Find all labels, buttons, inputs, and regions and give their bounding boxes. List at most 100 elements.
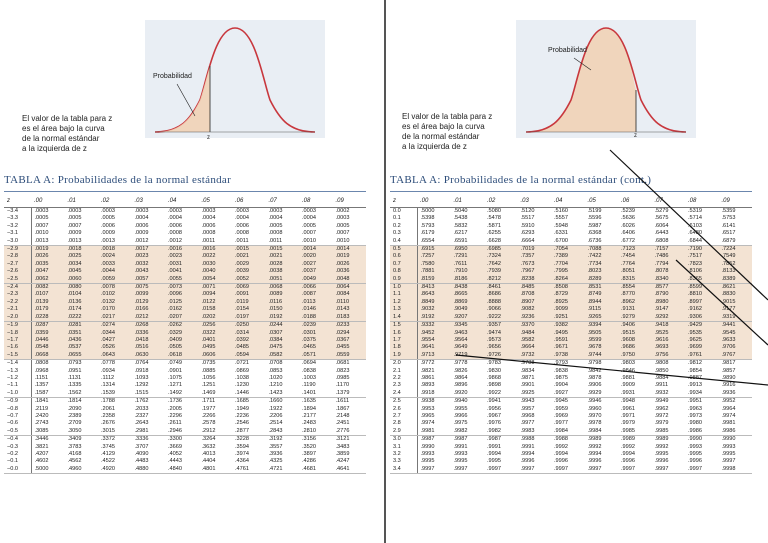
probability-cell: .0239 — [299, 321, 333, 330]
column-header: .05 — [198, 195, 232, 208]
probability-cell: .0329 — [165, 329, 199, 337]
z-table-negative: z .00.01.02.03.04.05.06.07.08.09 −3.4.000… — [4, 195, 366, 475]
probability-cell: .9997 — [651, 465, 685, 475]
probability-cell: .0004 — [302, 215, 316, 222]
probability-cell: .0244 — [265, 321, 299, 330]
z-value-cell: 2.6 — [390, 405, 418, 413]
probability-cell: .2266 — [201, 412, 216, 419]
probability-cell: .8962 — [618, 298, 652, 307]
probability-cell: .8106 — [685, 268, 719, 276]
probability-cell: .7224 — [718, 245, 752, 254]
probability-cell: .9984 — [551, 427, 585, 437]
probability-cell: .4840 — [165, 465, 199, 475]
probability-cell: .8461 — [484, 283, 518, 292]
probability-cell: .9963 — [688, 405, 702, 412]
probability-cell: .5199 — [587, 208, 602, 214]
probability-cell: .2061 — [101, 405, 115, 412]
column-header: .01 — [450, 195, 484, 208]
probability-cell: .0068 — [265, 283, 299, 292]
probability-cell: .9995 — [487, 458, 501, 465]
probability-cell: .6293 — [520, 230, 535, 237]
probability-cell: .9994 — [520, 451, 535, 457]
probability-cell: .6064 — [654, 222, 669, 229]
probability-cell: .0778 — [101, 360, 115, 367]
probability-cell: .8186 — [450, 275, 484, 285]
probability-cell: .4721 — [265, 465, 299, 475]
probability-cell: .1894 — [302, 405, 316, 412]
probability-cell: .9909 — [621, 382, 635, 389]
probability-cell: .9971 — [621, 412, 635, 419]
z-value-cell: −0.2 — [4, 451, 32, 459]
probability-cell: .7734 — [584, 260, 618, 269]
probability-cell: .3557 — [268, 443, 283, 450]
probability-cell: .9995 — [688, 451, 702, 457]
probability-cell: .7764 — [618, 260, 652, 269]
probability-cell: .0027 — [299, 260, 333, 269]
probability-cell: .4090 — [134, 451, 149, 457]
table-header-row: z .00.01.02.03.04.05.06.07.08.09 — [4, 195, 366, 208]
bell-curve-graphic — [525, 27, 687, 133]
probability-cell: .9177 — [718, 306, 752, 314]
probability-cell: .9854 — [688, 367, 702, 374]
probability-cell: .9896 — [453, 382, 468, 389]
probability-cell: .0009 — [134, 230, 149, 237]
probability-cell: .1131 — [67, 374, 82, 381]
probability-cell: .0446 — [31, 336, 65, 345]
probability-cell: .9332 — [417, 321, 451, 330]
probability-cell: .9884 — [654, 374, 669, 381]
probability-cell: .9292 — [651, 313, 685, 323]
table-row: 1.5.9332.9345.9357.9370.9382.9394.9406.9… — [390, 321, 752, 330]
probability-cell: .0023 — [131, 253, 165, 261]
probability-cell: .9838 — [554, 367, 568, 374]
probability-cell: .9983 — [517, 427, 551, 437]
probability-cell: .0594 — [232, 351, 266, 361]
probability-cell: .0207 — [165, 313, 199, 323]
probability-cell: .8790 — [651, 291, 685, 299]
probability-cell: .0008 — [268, 230, 283, 237]
probability-cell: .9441 — [718, 321, 752, 330]
table-row: −1.8.0359.0351.0344.0336.0329.0322.0314.… — [4, 329, 366, 337]
probability-cell: .7995 — [551, 268, 585, 276]
probability-cell: .0008 — [168, 230, 182, 237]
probability-cell: .2483 — [302, 420, 316, 427]
probability-cell: .0125 — [165, 298, 199, 307]
probability-cell: .3974 — [235, 451, 249, 457]
probability-cell: .0918 — [134, 367, 149, 374]
probability-cell: .9901 — [520, 382, 535, 389]
probability-cell: .0212 — [131, 313, 165, 323]
probability-cell: .9633 — [718, 336, 752, 345]
probability-cell: .0764 — [134, 360, 149, 367]
probability-cell: .1539 — [98, 389, 132, 399]
table-row: −1.5.0668.0655.0643.0630.0618.0606.0594.… — [4, 351, 366, 361]
probability-cell: .9987 — [453, 436, 468, 443]
probability-cell: .9980 — [688, 420, 702, 427]
z-value-cell: 0.7 — [390, 260, 418, 269]
probability-cell: .0322 — [198, 329, 232, 337]
probability-cell: .5753 — [721, 215, 736, 222]
probability-cell: .8729 — [551, 291, 585, 299]
z-value-cell: 2.7 — [390, 412, 418, 421]
probability-cell: .0901 — [168, 367, 182, 374]
table-row: 0.6.7257.7291.7324.7357.7389.7422.7454.7… — [390, 253, 752, 261]
probability-cell: .9996 — [621, 458, 635, 465]
probability-cell: .8051 — [618, 268, 652, 276]
probability-cell: .0314 — [232, 329, 266, 337]
probability-cell: .9750 — [618, 351, 652, 361]
probability-cell: .0091 — [232, 291, 266, 299]
probability-cell: .1230 — [235, 382, 249, 389]
probability-cell: .9505 — [584, 329, 618, 337]
probability-cell: .0038 — [265, 268, 299, 276]
probability-cell: .0006 — [201, 222, 216, 229]
probability-cell: .1112 — [101, 374, 115, 381]
probability-cell: .0015 — [232, 245, 266, 254]
probability-cell: .9893 — [420, 382, 435, 389]
probability-cell: .0174 — [64, 306, 98, 314]
z-value-cell: 2.8 — [390, 420, 418, 428]
probability-cell: .4641 — [332, 465, 366, 475]
probability-cell: .9986 — [718, 427, 752, 437]
table-row: 2.8.9974 .9975 .9976 .9977 .9977 .9978 .9979 .9… — [390, 420, 752, 428]
probability-cell: .1685 — [235, 398, 249, 405]
probability-cell: .1003 — [302, 374, 316, 381]
probability-cell: .7794 — [651, 260, 685, 269]
probability-cell: .8686 — [484, 291, 518, 299]
